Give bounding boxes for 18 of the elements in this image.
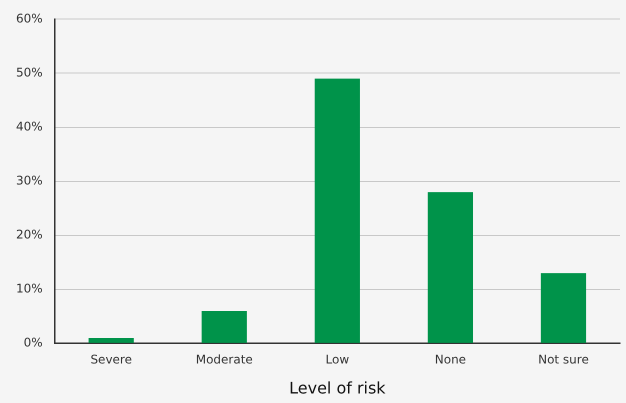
y-tick-label: 10% bbox=[16, 281, 43, 296]
x-tick-label: None bbox=[434, 352, 466, 367]
bar bbox=[428, 192, 474, 343]
bar bbox=[202, 310, 247, 343]
y-tick-label: 60% bbox=[16, 11, 43, 26]
x-tick-label: Moderate bbox=[196, 352, 253, 367]
y-tick-label: 40% bbox=[16, 119, 43, 134]
y-tick-label: 50% bbox=[16, 65, 43, 80]
x-axis-title: Level of risk bbox=[289, 378, 386, 398]
y-tick-label: 30% bbox=[16, 173, 43, 188]
x-tick-label: Severe bbox=[90, 352, 132, 367]
y-tick-label: 20% bbox=[16, 227, 43, 242]
bar bbox=[540, 273, 586, 343]
x-tick-label: Not sure bbox=[538, 352, 589, 367]
bar bbox=[314, 78, 360, 343]
bar bbox=[88, 338, 134, 343]
x-tick-label: Low bbox=[326, 352, 350, 367]
y-tick-label: 0% bbox=[24, 336, 43, 350]
